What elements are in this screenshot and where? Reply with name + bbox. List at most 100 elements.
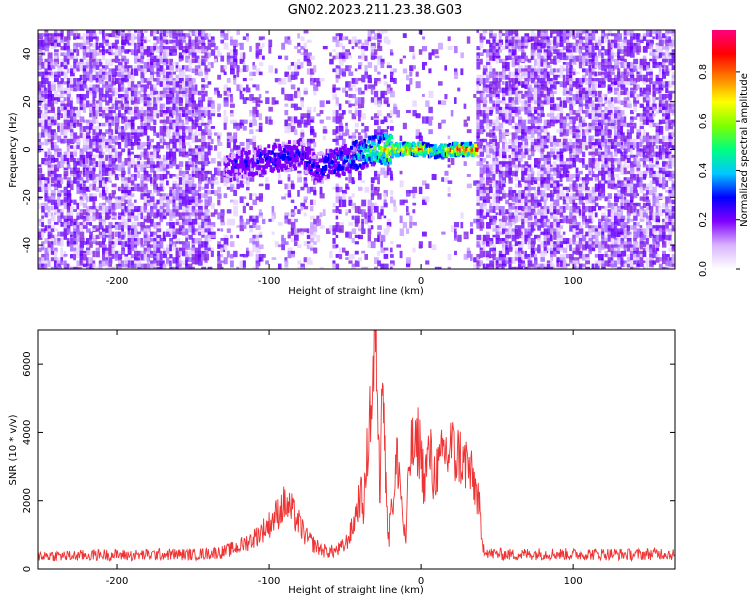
heatmap-noise-cell <box>54 49 59 53</box>
heatmap-noise-cell <box>76 174 82 180</box>
heatmap-noise-cell <box>156 167 160 173</box>
heatmap-noise-cell <box>159 158 163 163</box>
heatmap-noise-cell <box>537 68 542 74</box>
heatmap-noise-cell <box>374 119 379 126</box>
heatmap-noise-cell <box>98 266 103 269</box>
heatmap-noise-cell <box>486 209 490 215</box>
heatmap-noise-cell <box>294 71 300 76</box>
heatmap-noise-cell <box>258 36 263 41</box>
heatmap-noise-cell <box>486 58 491 65</box>
heatmap-noise-cell <box>143 126 148 130</box>
heatmap-noise-cell <box>150 58 155 65</box>
heatmap-noise-cell <box>114 122 120 130</box>
heatmap-noise-cell <box>105 90 109 98</box>
heatmap-noise-cell <box>111 244 117 248</box>
heatmap-noise-cell <box>194 212 199 216</box>
heatmap-noise-cell <box>140 68 145 72</box>
heatmap-noise-cell <box>543 129 549 135</box>
heatmap-noise-cell <box>156 260 161 266</box>
heatmap-noise-cell <box>54 186 58 190</box>
heatmap-noise-cell <box>210 174 216 181</box>
heatmap-noise-cell <box>169 58 174 66</box>
heatmap-noise-cell <box>495 260 499 266</box>
heatmap-noise-cell <box>502 46 507 50</box>
heatmap-noise-cell <box>492 250 497 257</box>
heatmap-noise-cell <box>358 206 361 210</box>
heatmap-noise-cell <box>86 90 90 99</box>
heatmap-noise-cell <box>543 126 548 129</box>
heatmap-noise-cell <box>178 106 184 111</box>
heatmap-noise-cell <box>313 90 317 96</box>
heatmap-noise-cell <box>105 122 108 127</box>
heatmap-noise-cell <box>76 142 81 148</box>
heatmap-noise-cell <box>70 199 73 203</box>
heatmap-noise-cell <box>514 170 518 177</box>
heatmap-noise-cell <box>44 225 48 232</box>
heatmap-noise-cell <box>543 55 547 59</box>
heatmap-noise-cell <box>175 36 179 40</box>
heatmap-noise-cell <box>518 183 522 188</box>
heatmap-noise-cell <box>354 42 358 47</box>
heatmap-noise-cell <box>166 263 170 267</box>
heatmap-noise-cell <box>287 148 292 153</box>
heatmap-noise-cell <box>502 138 507 145</box>
heatmap-noise-cell <box>130 158 136 166</box>
heatmap-noise-cell <box>354 122 359 128</box>
heatmap-noise-cell <box>44 87 48 94</box>
heatmap-noise-cell <box>230 260 234 268</box>
heatmap-noise-cell <box>108 263 113 269</box>
heatmap-noise-cell <box>502 142 505 149</box>
heatmap-noise-cell <box>556 81 560 85</box>
heatmap-noise-cell <box>38 186 43 193</box>
heatmap-noise-cell <box>249 206 253 211</box>
heatmap-noise-cell <box>294 206 297 210</box>
heatmap-noise-cell <box>537 52 542 59</box>
heatmap-noise-cell <box>92 100 96 105</box>
heatmap-noise-cell <box>127 71 132 79</box>
heatmap-noise-cell <box>86 174 90 177</box>
heatmap-noise-cell <box>54 113 57 117</box>
heatmap-noise-cell <box>479 180 485 186</box>
heatmap-noise-cell <box>447 180 453 184</box>
heatmap-noise-cell <box>527 199 532 203</box>
heatmap-noise-cell <box>159 196 164 204</box>
heatmap-noise-cell <box>134 154 139 159</box>
heatmap-noise-cell <box>124 106 130 112</box>
heatmap-noise-cell <box>201 116 204 124</box>
heatmap-noise-cell <box>223 193 228 199</box>
heatmap-noise-cell <box>79 81 84 85</box>
heatmap-noise-cell <box>457 234 462 242</box>
heatmap-noise-cell <box>143 218 148 223</box>
heatmap-noise-cell <box>47 122 52 127</box>
heatmap-noise-cell <box>367 84 372 89</box>
heatmap-noise-cell <box>297 87 300 92</box>
heatmap-noise-cell <box>358 39 362 44</box>
heatmap-noise-cell <box>556 263 560 269</box>
heatmap-noise-cell <box>89 106 93 114</box>
heatmap-noise-cell <box>313 247 318 254</box>
heatmap-noise-cell <box>479 151 485 157</box>
heatmap-noise-cell <box>534 212 537 218</box>
heatmap-noise-cell <box>358 97 362 104</box>
heatmap-noise-cell <box>98 49 103 55</box>
heatmap-noise-cell <box>290 84 296 90</box>
heatmap-noise-cell <box>153 78 158 82</box>
heatmap-noise-cell <box>370 161 376 167</box>
heatmap-noise-cell <box>79 116 85 123</box>
heatmap-noise-cell <box>521 154 525 159</box>
heatmap-noise-cell <box>255 196 261 201</box>
heatmap-noise-cell <box>89 33 93 37</box>
heatmap-noise-cell <box>258 113 263 121</box>
heatmap-noise-cell <box>422 46 428 52</box>
heatmap-noise-cell <box>290 122 296 126</box>
heatmap-noise-cell <box>530 199 535 204</box>
heatmap-noise-cell <box>79 158 84 164</box>
heatmap-noise-cell <box>188 84 194 91</box>
heatmap-noise-cell <box>162 193 166 197</box>
heatmap-noise-cell <box>60 129 65 136</box>
heatmap-noise-cell <box>550 193 555 197</box>
heatmap-noise-cell <box>226 142 231 149</box>
heatmap-noise-cell <box>63 222 68 230</box>
heatmap-noise-cell <box>479 110 483 117</box>
